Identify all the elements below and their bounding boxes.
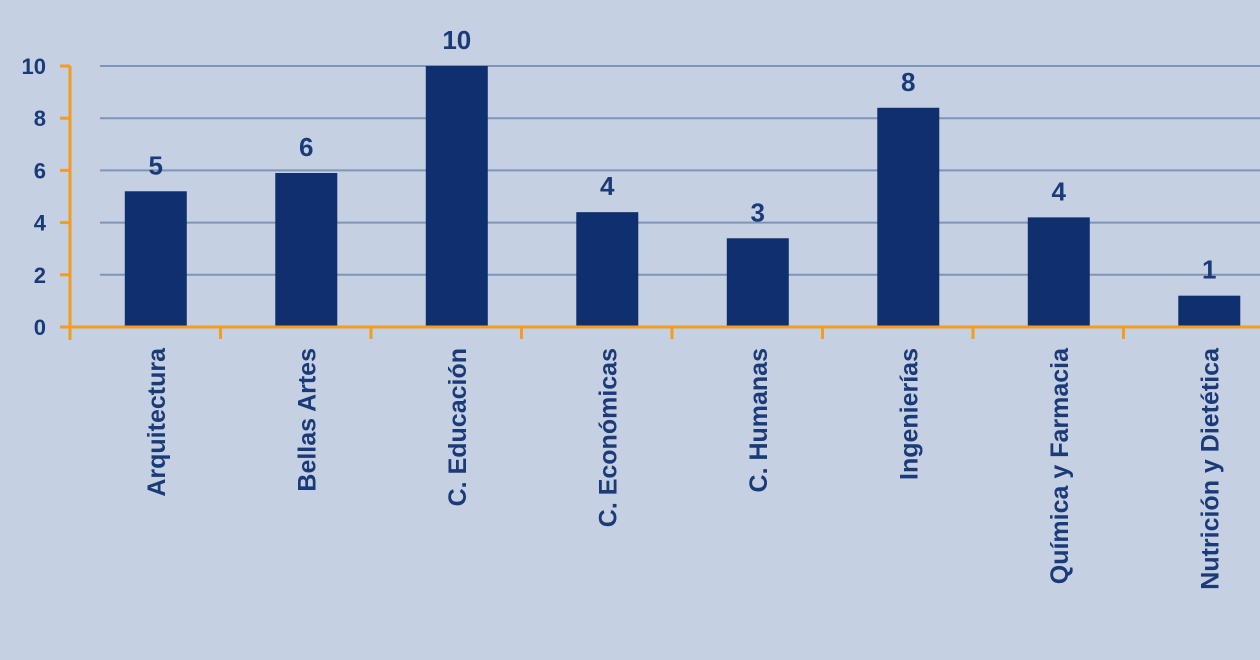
y-tick-label: 2 xyxy=(34,263,46,288)
bar xyxy=(1027,217,1090,327)
data-label: 4 xyxy=(1052,176,1067,206)
data-label: 3 xyxy=(751,197,765,227)
data-label: 10 xyxy=(442,25,471,55)
y-tick-label: 8 xyxy=(34,106,46,131)
category-label: Nutrición y Dietética xyxy=(1196,347,1224,590)
y-tick-labels: 0 2 4 6 8 10 xyxy=(22,54,47,340)
category-label: Ingenierías xyxy=(895,348,923,480)
data-labels: 5 6 10 4 3 8 4 1 xyxy=(149,25,1217,285)
category-label: C. Humanas xyxy=(745,348,773,492)
category-label: Bellas Artes xyxy=(293,348,321,492)
y-tick-label: 6 xyxy=(34,158,46,183)
axes xyxy=(60,64,1260,340)
data-label: 8 xyxy=(901,67,915,97)
category-labels: Arquitectura Bellas Artes C. Educación C. E… xyxy=(143,347,1225,590)
category-label: C. Educación xyxy=(444,348,472,506)
y-tick-label: 0 xyxy=(34,315,46,340)
data-label: 6 xyxy=(299,132,313,162)
bar xyxy=(877,107,940,327)
bars xyxy=(124,66,1241,327)
bar xyxy=(726,238,789,327)
y-tick-label: 4 xyxy=(34,211,47,236)
data-label: 1 xyxy=(1202,255,1216,285)
bar xyxy=(124,191,187,327)
bar xyxy=(425,66,488,327)
category-label: C. Económicas xyxy=(594,348,622,527)
y-tick-label: 10 xyxy=(22,54,46,79)
bar xyxy=(576,212,639,327)
category-label: Química y Farmacia xyxy=(1046,347,1074,584)
bar xyxy=(275,173,338,327)
category-label: Arquitectura xyxy=(143,347,171,497)
bar xyxy=(1178,295,1241,327)
data-label: 5 xyxy=(149,150,163,180)
data-label: 4 xyxy=(600,171,615,201)
